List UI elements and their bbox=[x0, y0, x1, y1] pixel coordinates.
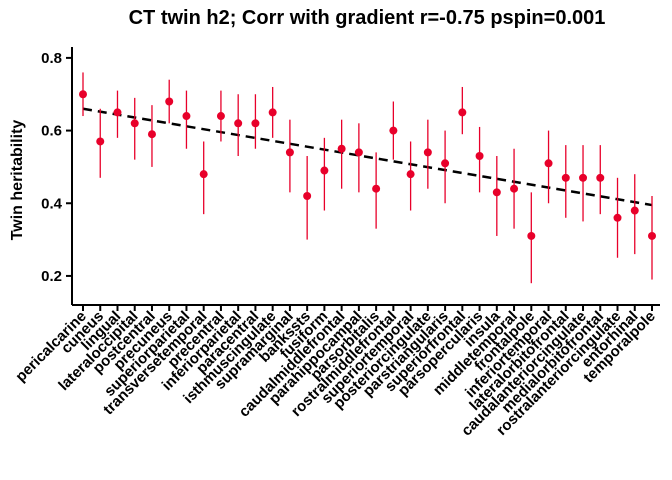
data-point bbox=[165, 97, 174, 106]
data-point bbox=[113, 108, 122, 117]
y-tick-label: 0.6 bbox=[41, 123, 62, 140]
data-point bbox=[234, 119, 243, 128]
data-point bbox=[561, 173, 570, 182]
data-point bbox=[320, 166, 329, 175]
data-point bbox=[251, 119, 260, 128]
data-points bbox=[79, 90, 656, 240]
y-tick-label: 0.2 bbox=[41, 268, 62, 285]
data-point bbox=[389, 126, 398, 135]
data-point bbox=[354, 148, 363, 157]
data-point bbox=[630, 206, 639, 215]
data-point bbox=[372, 184, 381, 193]
data-point bbox=[596, 173, 605, 182]
data-point bbox=[285, 148, 294, 157]
data-point bbox=[147, 130, 156, 139]
axes: 0.2 0.4 0.6 0.8 bbox=[41, 47, 660, 311]
data-point bbox=[475, 152, 484, 161]
trend-line-group bbox=[82, 107, 653, 207]
data-point bbox=[216, 112, 225, 121]
data-point bbox=[579, 173, 588, 182]
x-tick-labels: pericalcarinecuneuslinguallateraloccipit… bbox=[12, 307, 658, 439]
data-point bbox=[182, 112, 191, 121]
data-point bbox=[337, 144, 346, 153]
data-point bbox=[406, 170, 415, 179]
chart-title: CT twin h2; Corr with gradient r=-0.75 p… bbox=[129, 7, 606, 29]
y-tick-label: 0.4 bbox=[41, 195, 63, 212]
y-axis-label: Twin heritability bbox=[9, 120, 26, 241]
data-point bbox=[458, 108, 467, 117]
data-point bbox=[130, 119, 139, 128]
data-point bbox=[423, 148, 432, 157]
data-point bbox=[613, 213, 622, 222]
y-tick-label: 0.8 bbox=[41, 50, 62, 67]
data-point bbox=[199, 170, 208, 179]
data-point bbox=[527, 231, 536, 240]
data-point bbox=[96, 137, 105, 146]
data-point bbox=[544, 159, 553, 168]
data-point bbox=[492, 188, 501, 197]
data-point bbox=[79, 90, 87, 99]
trend-line bbox=[82, 107, 653, 207]
data-point bbox=[268, 108, 277, 117]
data-point bbox=[510, 184, 519, 193]
data-point bbox=[441, 159, 450, 168]
data-point bbox=[303, 191, 312, 200]
data-point bbox=[648, 231, 656, 240]
